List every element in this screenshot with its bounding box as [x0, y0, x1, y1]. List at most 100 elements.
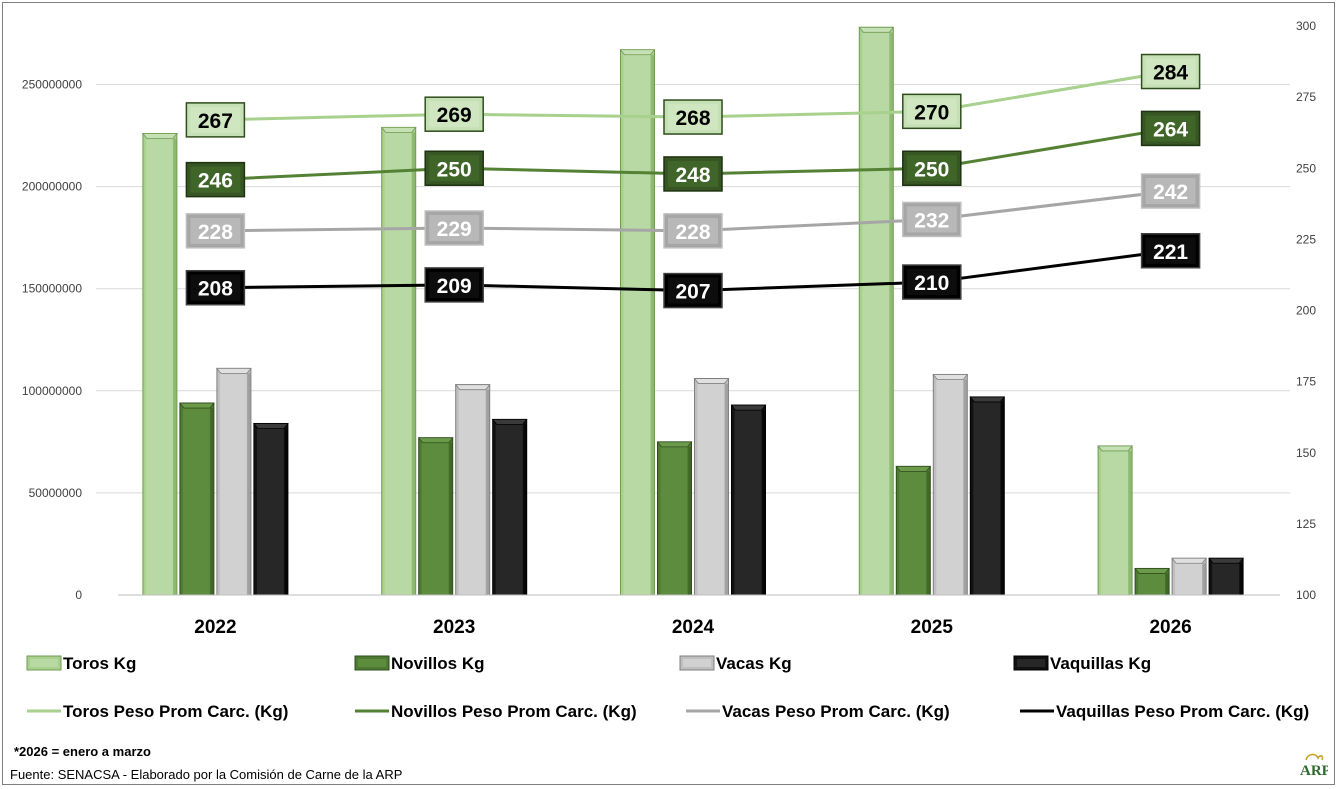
bar-novillos-kg-2024: [656, 441, 693, 596]
bar-vaquillas-kg-2022: [253, 422, 289, 596]
left-tick-label: 150000000: [22, 282, 82, 296]
left-tick-label: 0: [75, 588, 82, 602]
legend: Toros Kg Novillos Kg Vacas Kg Vaquillas Kg T…: [26, 654, 1309, 721]
svg-text:264: 264: [1153, 118, 1188, 141]
svg-text:210: 210: [914, 272, 949, 295]
footnote: *2026 = enero a marzo: [14, 744, 151, 759]
legend-item-line: Novillos Peso Prom Carc. (Kg): [355, 702, 637, 721]
bar-novillos-kg-2022: [179, 402, 215, 596]
svg-text:250: 250: [914, 158, 949, 181]
right-tick-label: 300: [1296, 19, 1316, 33]
bars: [142, 26, 1244, 596]
data-label: 250: [424, 150, 484, 186]
data-label: 284: [1140, 53, 1201, 90]
bar-vaquillas-kg-2024: [730, 404, 767, 596]
bar-toros-kg-2024: [619, 49, 656, 596]
data-label: 267: [185, 102, 246, 138]
svg-text:221: 221: [1153, 241, 1188, 264]
svg-text:246: 246: [198, 170, 233, 193]
bar-vacas-kg-2024: [693, 378, 730, 596]
svg-text:Toros Kg: Toros Kg: [63, 654, 136, 673]
svg-text:242: 242: [1153, 181, 1188, 204]
svg-text:Toros Peso Prom Carc. (Kg): Toros Peso Prom Carc. (Kg): [63, 702, 288, 721]
data-label: 268: [663, 99, 723, 135]
left-tick-label: 200000000: [22, 180, 82, 194]
bar-vaquillas-kg-2023: [491, 418, 528, 596]
x-tick-label: 2023: [433, 617, 475, 638]
svg-text:208: 208: [198, 278, 233, 301]
legend-item-line: Toros Peso Prom Carc. (Kg): [27, 702, 288, 721]
svg-text:248: 248: [675, 164, 710, 187]
right-tick-label: 125: [1296, 517, 1316, 531]
right-tick-label: 225: [1296, 232, 1316, 246]
data-label: 269: [424, 96, 484, 132]
bar-novillos-kg-2025: [895, 465, 932, 596]
svg-text:Novillos Kg: Novillos Kg: [391, 654, 485, 673]
x-tick-label: 2022: [194, 617, 236, 638]
bar-vaquillas-kg-2026: [1208, 557, 1244, 596]
svg-text:267: 267: [198, 110, 233, 133]
right-tick-label: 275: [1296, 90, 1316, 104]
svg-text:250: 250: [437, 158, 472, 181]
data-label: 208: [185, 269, 246, 306]
right-axis-ticks: 100 125 150 175 200 225 250 275 300: [1296, 19, 1316, 602]
data-label: 209: [424, 267, 484, 303]
legend-item-bar: Novillos Kg: [354, 654, 485, 673]
bar-vacas-kg-2022: [216, 367, 252, 596]
bar-vaquillas-kg-2025: [969, 396, 1006, 596]
svg-text:228: 228: [198, 221, 233, 244]
svg-text:207: 207: [675, 281, 710, 304]
source-note: Fuente: SENACSA - Elaborado por la Comis…: [10, 767, 403, 782]
logo-text: ARP: [1300, 763, 1328, 779]
svg-text:270: 270: [914, 101, 949, 124]
left-tick-label: 250000000: [22, 78, 82, 92]
legend-item-line: Vaquillas Peso Prom Carc. (Kg): [1020, 702, 1309, 721]
data-label: 228: [663, 213, 723, 249]
x-tick-label: 2026: [1149, 617, 1191, 638]
data-label: 270: [902, 93, 962, 130]
data-label: 232: [902, 201, 962, 238]
bar-toros-kg-2023: [380, 126, 417, 596]
data-label: 229: [424, 210, 484, 246]
right-tick-label: 200: [1296, 304, 1316, 318]
bar-novillos-kg-2023: [417, 437, 454, 596]
data-label: 221: [1140, 233, 1201, 269]
svg-text:228: 228: [675, 221, 710, 244]
x-tick-label: 2025: [911, 617, 954, 638]
data-label: 228: [185, 213, 246, 249]
legend-item-bar: Toros Kg: [26, 654, 136, 673]
bar-vacas-kg-2026: [1171, 557, 1207, 596]
bar-vacas-kg-2023: [454, 384, 491, 596]
data-label: 246: [185, 161, 246, 198]
svg-text:Vacas Peso Prom Carc. (Kg): Vacas Peso Prom Carc. (Kg): [722, 702, 950, 721]
svg-text:268: 268: [675, 107, 710, 130]
data-label: 248: [663, 156, 723, 192]
svg-text:Vaquillas Peso Prom Carc. (Kg): Vaquillas Peso Prom Carc. (Kg): [1056, 702, 1309, 721]
svg-text:Vacas Kg: Vacas Kg: [716, 654, 792, 673]
data-labels: 267 269 268 270 284 246 250 248 250 264 228 229 228 2…: [185, 53, 1201, 309]
data-label: 210: [902, 264, 962, 300]
bar-toros-kg-2026: [1097, 445, 1133, 596]
svg-text:232: 232: [914, 209, 949, 232]
bar-toros-kg-2025: [858, 26, 895, 596]
legend-item-bar: Vaquillas Kg: [1013, 654, 1151, 673]
right-tick-label: 250: [1296, 161, 1316, 175]
x-tick-label: 2024: [672, 617, 715, 638]
data-label: 207: [663, 272, 723, 309]
bar-toros-kg-2022: [142, 133, 178, 596]
svg-text:269: 269: [437, 104, 472, 127]
svg-text:209: 209: [437, 275, 472, 298]
data-label: 242: [1140, 173, 1201, 209]
logo-horns-icon: [1305, 753, 1324, 761]
right-tick-label: 150: [1296, 446, 1316, 460]
left-axis-ticks: 0 50000000 100000000 150000000 200000000 2500…: [22, 78, 82, 603]
data-label: 264: [1140, 110, 1201, 147]
svg-text:284: 284: [1153, 62, 1188, 85]
bar-vacas-kg-2025: [932, 373, 969, 596]
legend-item-line: Vacas Peso Prom Carc. (Kg): [686, 702, 950, 721]
bar-novillos-kg-2026: [1134, 567, 1170, 596]
left-tick-label: 100000000: [22, 384, 82, 398]
x-axis: 2022 2023 2024 2025 2026: [118, 594, 1280, 638]
